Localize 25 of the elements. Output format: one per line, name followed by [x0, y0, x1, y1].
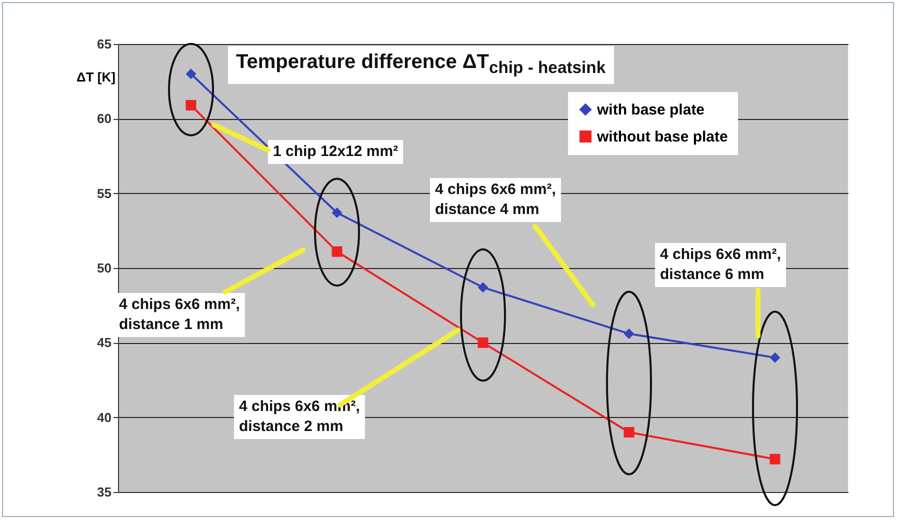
point — [770, 352, 780, 363]
annotation: 4 chips 6x6 mm², distance 4 mm — [430, 178, 561, 222]
point — [186, 100, 196, 110]
point — [624, 328, 634, 339]
annotation: 4 chips 6x6 mm², distance 6 mm — [655, 243, 786, 287]
y-tick-label: 45 — [97, 335, 112, 350]
y-tick-label: 35 — [97, 484, 112, 500]
annotation: 4 chips 6x6 mm², distance 1 mm — [114, 293, 245, 337]
legend-label: without base plate — [596, 128, 728, 146]
point — [332, 246, 342, 257]
annotation: 1 chip 12x12 mm² — [268, 140, 404, 164]
y-tick-label: 60 — [97, 111, 112, 126]
point — [624, 427, 634, 438]
y-tick-label: 55 — [97, 186, 112, 201]
y-axis-title: ΔT [K] — [76, 70, 116, 84]
point — [186, 68, 196, 80]
y-tick-label: 40 — [97, 410, 112, 425]
y-tick-label: 50 — [97, 260, 112, 276]
point — [770, 454, 780, 464]
legend-label: with base plate — [596, 102, 705, 118]
point — [332, 208, 342, 218]
point — [478, 337, 488, 348]
point — [478, 282, 488, 293]
chart-title: Temperature difference ΔT$_{chip - heatsink}$ — [228, 46, 614, 84]
y-tick-label: 65 — [97, 36, 112, 52]
